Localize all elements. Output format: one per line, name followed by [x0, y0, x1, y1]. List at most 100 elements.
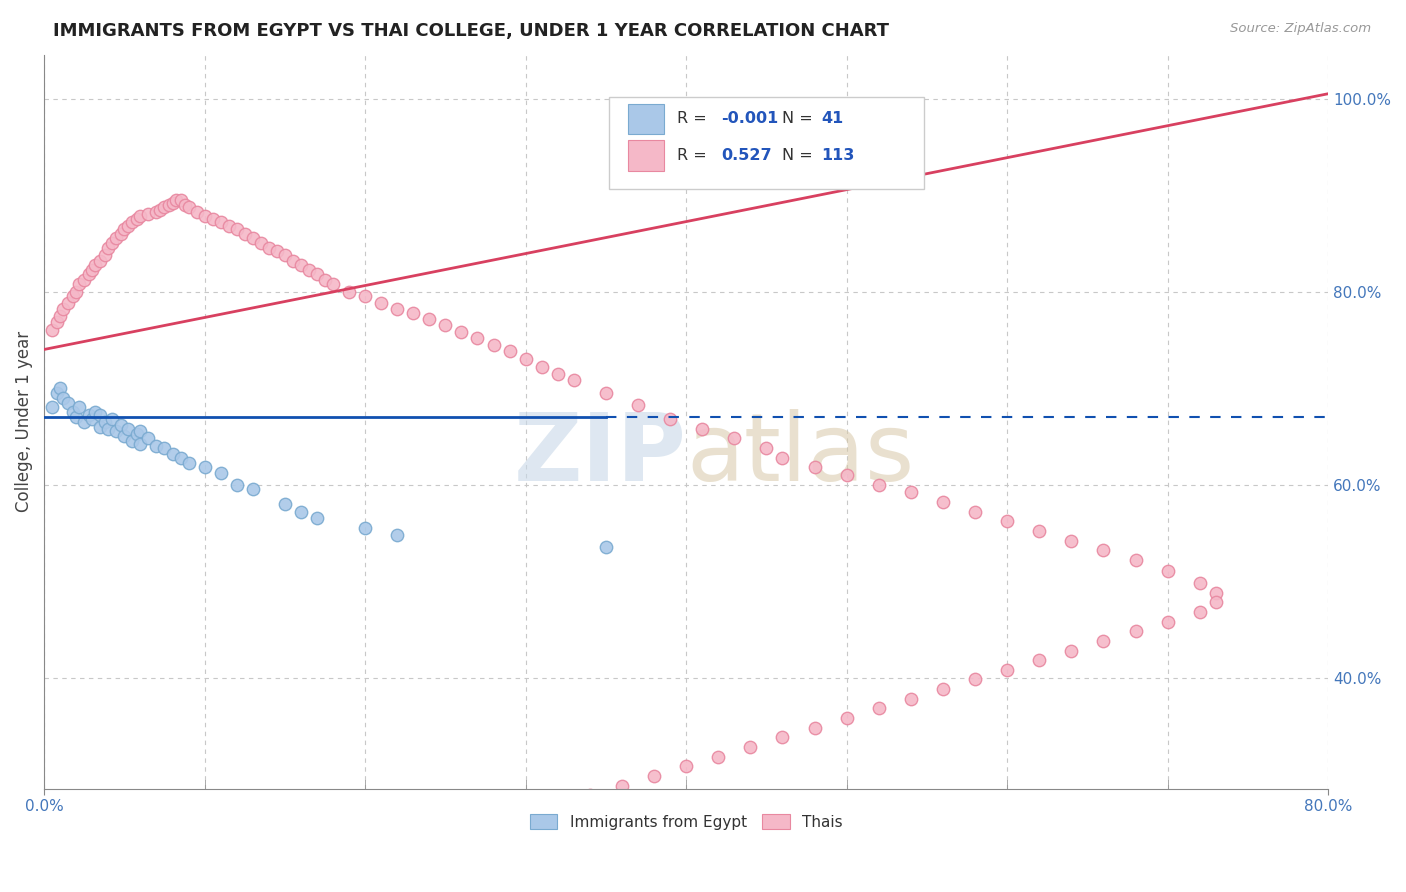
Point: [900, 485, 922, 500]
Point: [56, 296, 79, 310]
FancyBboxPatch shape: [628, 103, 664, 135]
Point: [530, 359, 553, 374]
Point: [97, 241, 120, 255]
Point: [274, 248, 297, 262]
Text: R =: R =: [678, 148, 711, 163]
Point: [1188, 605, 1211, 619]
Point: [112, 222, 135, 236]
Point: [49, 381, 72, 395]
Y-axis label: College, Under 1 year: College, Under 1 year: [15, 331, 32, 512]
Point: [46, 315, 69, 329]
Point: [547, 367, 569, 381]
Point: [434, 318, 457, 333]
Point: [169, 193, 191, 207]
Text: Source: ZipAtlas.com: Source: ZipAtlas.com: [1230, 22, 1371, 36]
Point: [121, 434, 143, 449]
Point: [129, 209, 152, 223]
Point: [835, 711, 858, 725]
Point: [498, 344, 520, 359]
Point: [290, 505, 312, 519]
Point: [1092, 543, 1115, 558]
Point: [177, 200, 200, 214]
Point: [595, 541, 617, 555]
Point: [153, 200, 176, 214]
Point: [157, 197, 180, 211]
Point: [932, 495, 955, 509]
Point: [354, 289, 377, 303]
Point: [1060, 643, 1083, 657]
Point: [129, 425, 152, 439]
Point: [89, 253, 111, 268]
Point: [868, 477, 890, 491]
Point: [49, 309, 72, 323]
Point: [97, 421, 120, 435]
Point: [110, 227, 132, 241]
Point: [41, 323, 63, 337]
Point: [281, 253, 304, 268]
Point: [65, 285, 87, 299]
Point: [770, 731, 793, 745]
Point: [233, 227, 256, 241]
Point: [52, 301, 75, 316]
Point: [370, 296, 392, 310]
Point: [169, 450, 191, 465]
FancyBboxPatch shape: [609, 97, 924, 188]
Point: [149, 202, 172, 217]
Point: [94, 415, 117, 429]
Point: [659, 412, 682, 426]
Point: [177, 456, 200, 470]
Point: [73, 415, 96, 429]
Point: [105, 425, 128, 439]
Point: [249, 236, 271, 251]
Point: [995, 514, 1018, 528]
Point: [1028, 524, 1050, 538]
Point: [322, 277, 344, 291]
Point: [595, 385, 617, 400]
Point: [770, 450, 793, 465]
Point: [89, 408, 111, 422]
Point: [1156, 565, 1178, 579]
Point: [354, 521, 377, 535]
Point: [138, 431, 160, 445]
Point: [418, 311, 440, 326]
Point: [186, 205, 208, 219]
Text: ZIP: ZIP: [513, 409, 686, 500]
Legend: Immigrants from Egypt, Thais: Immigrants from Egypt, Thais: [524, 807, 848, 836]
Point: [89, 419, 111, 434]
Point: [127, 427, 149, 442]
Point: [643, 769, 665, 783]
Point: [900, 691, 922, 706]
Point: [129, 437, 152, 451]
Point: [579, 789, 602, 803]
Point: [84, 405, 107, 419]
Point: [138, 207, 160, 221]
Point: [65, 409, 87, 424]
Point: [290, 258, 312, 272]
Point: [225, 222, 247, 236]
Point: [675, 759, 697, 773]
Point: [755, 441, 778, 455]
Point: [62, 405, 84, 419]
Point: [56, 395, 79, 409]
Point: [1188, 576, 1211, 591]
Point: [94, 248, 117, 262]
Point: [515, 352, 537, 367]
Point: [740, 739, 762, 754]
Point: [73, 273, 96, 287]
Point: [100, 412, 122, 426]
FancyBboxPatch shape: [628, 140, 664, 171]
Point: [242, 231, 264, 245]
Point: [162, 447, 184, 461]
Point: [266, 244, 288, 258]
Text: IMMIGRANTS FROM EGYPT VS THAI COLLEGE, UNDER 1 YEAR CORRELATION CHART: IMMIGRANTS FROM EGYPT VS THAI COLLEGE, U…: [53, 22, 890, 40]
Point: [995, 663, 1018, 677]
Point: [467, 331, 489, 345]
Point: [100, 236, 122, 251]
Point: [225, 477, 247, 491]
Point: [174, 197, 197, 211]
Text: -0.001: -0.001: [721, 112, 778, 127]
Point: [145, 439, 167, 453]
Point: [298, 263, 321, 277]
Point: [835, 467, 858, 482]
Point: [803, 721, 825, 735]
